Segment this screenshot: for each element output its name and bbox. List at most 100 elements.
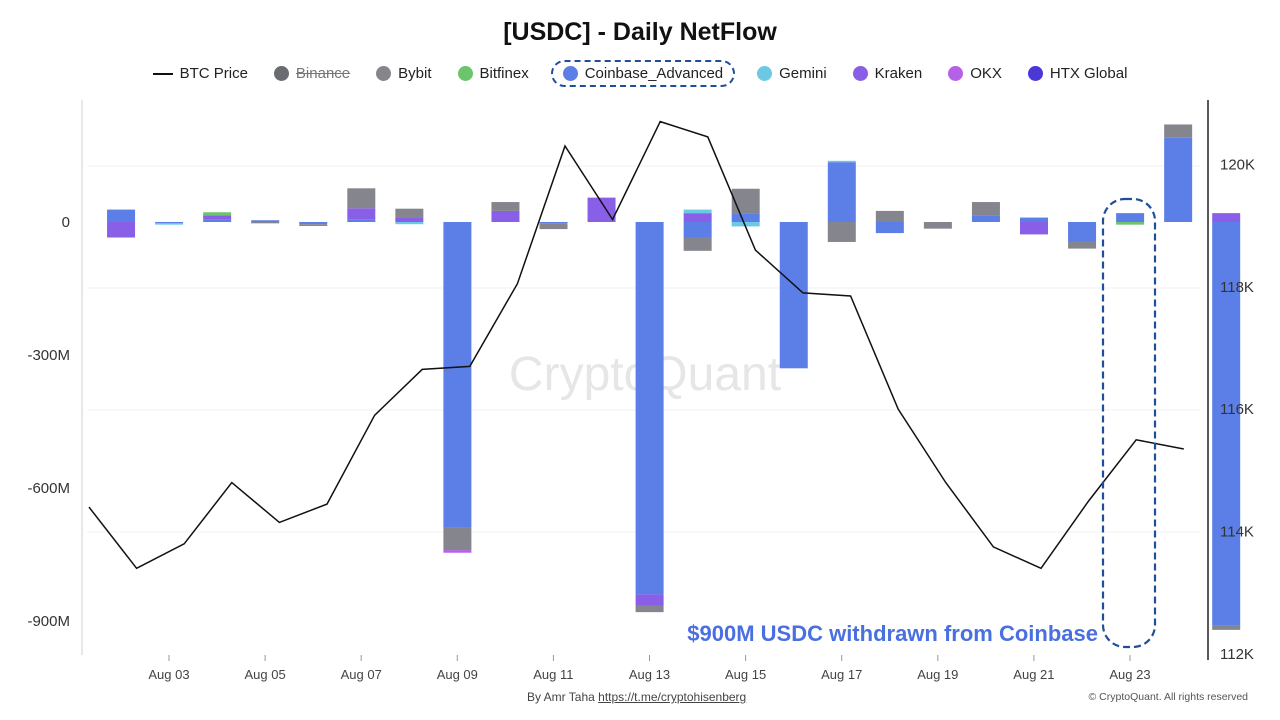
bar-coinbase-advanced (107, 209, 136, 222)
bar-coinbase-advanced (971, 215, 1000, 222)
x-tick-label: Aug 19 (917, 667, 958, 682)
legend-dot-marker (273, 66, 289, 81)
bar-coinbase-advanced (779, 222, 808, 369)
bar-kraken (347, 208, 376, 220)
legend-dot-marker (457, 66, 473, 81)
bar-coinbase-advanced (539, 222, 568, 224)
bar-kraken (203, 215, 232, 220)
bar-bybit (1164, 124, 1193, 138)
bar-kraken (395, 217, 424, 222)
bar-bybit (683, 237, 712, 251)
y-axis-right: 112K 114K 116K 118K 120K (1220, 156, 1255, 663)
bar-coinbase-advanced (635, 222, 664, 595)
y-right-tick-label: 114K (1220, 524, 1254, 541)
legend-label: OKX (970, 65, 1002, 82)
author-text: By Amr Taha (527, 690, 595, 704)
y-right-tick-label: 120K (1220, 156, 1255, 173)
legend-dot-marker (852, 66, 868, 81)
bar-coinbase-advanced (1068, 222, 1097, 242)
bar-kraken (683, 213, 712, 222)
legend-label: HTX Global (1049, 65, 1128, 82)
legend-label: Kraken (874, 65, 923, 82)
bar-kraken (1020, 222, 1048, 235)
bar-coinbase-advanced (1020, 217, 1048, 222)
bar-coinbase-advanced (875, 222, 904, 234)
bar-gemini (395, 222, 424, 225)
bar-coinbase-advanced (251, 220, 280, 222)
bar-coinbase-advanced (1164, 137, 1193, 222)
x-tick-label: Aug 03 (148, 667, 189, 682)
bar-bybit (635, 605, 664, 613)
bar-bybit (299, 224, 328, 226)
y-right-tick-label: 112K (1220, 646, 1254, 663)
y-left-tick-label: 0 (62, 214, 70, 231)
legend-dot-marker (757, 66, 773, 81)
bar-bybit (827, 222, 856, 242)
legend-line-marker (152, 72, 173, 75)
legend-item-kraken[interactable]: Kraken (849, 63, 927, 84)
bar-bybit (971, 202, 1000, 216)
bar-bitfinex (1116, 222, 1145, 225)
x-tick-label: Aug 11 (533, 667, 573, 682)
legend-item-btc-price[interactable]: BTC Price (149, 63, 252, 84)
bar-kraken (1212, 213, 1241, 222)
bar-coinbase-advanced (1212, 222, 1241, 626)
legend-dot-marker (376, 66, 392, 81)
x-tick-label: Aug 15 (725, 667, 766, 682)
btc-price-polyline (88, 120, 1184, 570)
bar-coinbase-advanced (155, 222, 184, 224)
x-tick-label: Aug 05 (244, 667, 285, 682)
x-tick-label: Aug 17 (821, 667, 862, 682)
chart-legend: BTC Price Binance Bybit Bitfinex Coinbase_Ad… (0, 60, 1280, 87)
author-link[interactable]: https://t.me/cryptohisenberg (598, 690, 747, 704)
bar-bybit (923, 222, 952, 229)
legend-label: BTC Price (179, 65, 248, 82)
bar-bybit (731, 188, 760, 214)
legend-item-okx[interactable]: OKX (944, 63, 1006, 84)
bar-bybit (1212, 625, 1241, 630)
y-right-tick-label: 116K (1220, 401, 1254, 418)
x-tick-label: Aug 09 (437, 667, 478, 682)
bar-coinbase-advanced (443, 222, 472, 528)
bar-coinbase-advanced (827, 162, 856, 222)
legend-label: Binance (295, 65, 351, 82)
bar-bybit (491, 202, 520, 211)
bar-gemini (155, 223, 184, 225)
bar-coinbase-advanced (203, 219, 232, 222)
x-tick-label: Aug 13 (629, 667, 670, 682)
bars (107, 124, 1241, 630)
bar-kraken (635, 594, 664, 606)
legend-item-bybit[interactable]: Bybit (372, 63, 435, 84)
bar-bybit (395, 208, 424, 218)
legend-dot-marker (948, 66, 964, 81)
legend-label: Coinbase_Advanced (584, 65, 724, 82)
bar-gemini (731, 222, 760, 227)
legend-item-gemini[interactable]: Gemini (753, 63, 831, 84)
legend-label: Bybit (398, 65, 432, 82)
bar-gemini (683, 209, 712, 214)
bar-coinbase-advanced (1116, 213, 1145, 222)
legend-item-htx-global[interactable]: HTX Global (1024, 63, 1132, 84)
legend-item-bitfinex[interactable]: Bitfinex (454, 63, 533, 84)
footer-copyright: © CryptoQuant. All rights reserved (1088, 691, 1248, 703)
y-left-tick-label: -600M (27, 480, 70, 497)
legend-dot-marker (1027, 66, 1043, 81)
bar-coinbase-advanced (347, 219, 376, 222)
annotation-text: $900M USDC withdrawn from Coinbase (687, 621, 1098, 646)
legend-item-binance[interactable]: Binance (270, 63, 354, 84)
highlight-box (1101, 197, 1157, 649)
x-tick-label: Aug 21 (1013, 667, 1054, 682)
bar-gemini (827, 160, 856, 163)
y-left-tick-label: -300M (27, 347, 70, 364)
bar-bybit (251, 222, 280, 224)
legend-dot-marker (562, 66, 578, 81)
legend-item-coinbase-advanced[interactable]: Coinbase_Advanced (550, 60, 736, 87)
bar-bybit (539, 223, 568, 230)
legend-label: Gemini (779, 65, 827, 82)
bar-okx (443, 550, 472, 553)
y-axis-left: 0 -300M -600M -900M (27, 214, 70, 630)
x-tick-label: Aug 23 (1109, 667, 1150, 682)
legend-label: Bitfinex (479, 65, 529, 82)
bar-bybit (443, 527, 472, 551)
